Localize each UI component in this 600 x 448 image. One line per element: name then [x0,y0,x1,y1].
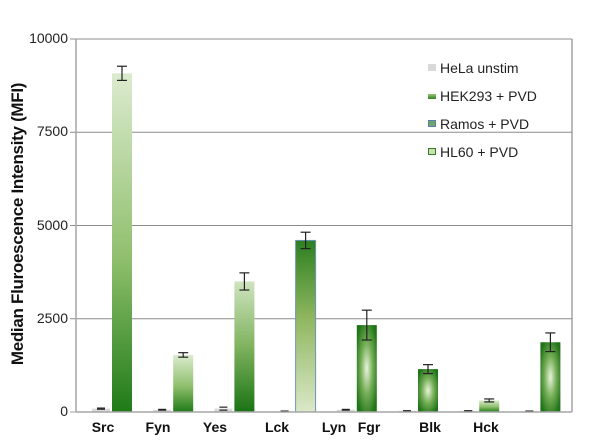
x-tick-hck: Hck [473,419,499,435]
legend-swatch-glow [428,148,436,155]
legend-item-hek293: HEK293 + PVD [428,86,537,114]
legend-item-ramos: Ramos + PVD [428,114,537,142]
bar-stimulated [295,239,317,413]
legend-swatch-gray [428,64,436,71]
x-tick-src: Src [91,419,115,435]
y-tick-5000: 5000 [36,217,68,233]
bar-hela [153,409,172,412]
legend: HeLa unstim HEK293 + PVD Ramos + PVD HL6… [428,58,537,170]
y-tick-7500: 7500 [36,123,68,139]
x-tick-blk: Blk [419,419,441,435]
x-tick-yes: Yes [202,419,228,435]
bar-stimulated [479,400,500,412]
bar-hela [336,409,355,412]
bar-stimulated [356,325,377,412]
legend-item-hela: HeLa unstim [428,58,537,86]
bar-stimulated [112,73,132,412]
bar-stimulated [418,369,438,412]
legend-swatch-green [428,94,436,99]
legend-item-hl60: HL60 + PVD [428,142,537,170]
x-tick-fgr: Fgr [357,419,381,435]
x-tick-fyn: Fyn [145,419,171,435]
x-tick-lyn: Lyn [321,419,347,435]
y-tick-2500: 2500 [36,310,68,326]
bar-stimulated [234,281,255,412]
bar-hela [92,408,110,412]
y-tick-0: 0 [60,403,68,419]
legend-swatch-blue-green [428,120,436,127]
bar-stimulated [540,342,561,412]
x-tick-lck: Lck [264,419,290,435]
y-tick-10000: 10000 [29,30,68,46]
bar-stimulated [173,354,194,412]
